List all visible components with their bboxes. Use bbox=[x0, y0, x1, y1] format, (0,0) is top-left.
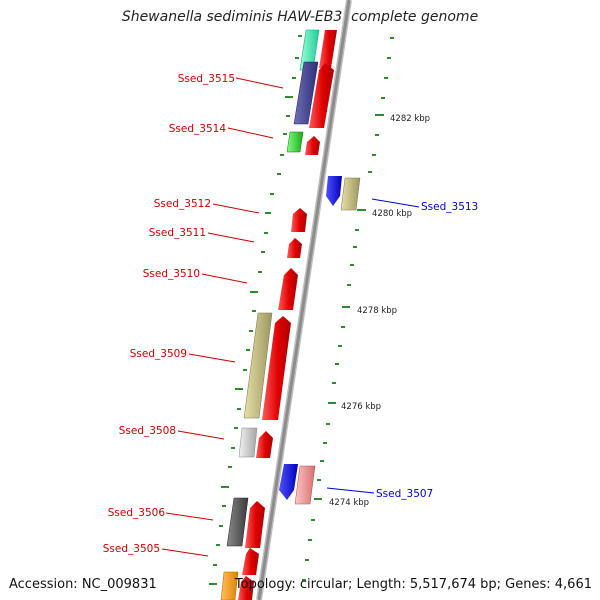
gene-arrow-red-bottom[interactable] bbox=[238, 576, 254, 600]
gene-label-ssed-3511[interactable]: Ssed_3511 bbox=[149, 227, 206, 239]
gene-arrow-silver[interactable] bbox=[238, 427, 258, 458]
gene-arrow-ssed-3507[interactable] bbox=[279, 464, 298, 500]
reverse-label-leaders bbox=[161, 77, 284, 557]
gene-label-ssed-3505[interactable]: Ssed_3505 bbox=[103, 543, 160, 555]
gene-arrow-green[interactable] bbox=[286, 131, 304, 153]
gene-arrow-ssed-3515-partner[interactable] bbox=[293, 61, 319, 125]
gene-arrow-ssed-3509[interactable] bbox=[262, 316, 291, 420]
gene-arrow-ssed-3513[interactable] bbox=[326, 176, 342, 206]
gene-arrow-ssed-3512[interactable] bbox=[291, 208, 307, 232]
gene-label-ssed-3515[interactable]: Ssed_3515 bbox=[178, 73, 235, 85]
gene-arrow-ssed-3510[interactable] bbox=[278, 268, 298, 310]
kbp-label-4274: 4274 kbp bbox=[329, 498, 369, 508]
kbp-label-4278: 4278 kbp bbox=[357, 306, 397, 316]
gene-arrow-ssed-3511[interactable] bbox=[287, 238, 302, 258]
gene-label-ssed-3514[interactable]: Ssed_3514 bbox=[169, 123, 227, 135]
kbp-label-4280: 4280 kbp bbox=[372, 209, 412, 219]
gene-label-ssed-3513[interactable]: Ssed_3513 bbox=[421, 201, 478, 213]
gene-arrow-ssed-3506[interactable] bbox=[245, 501, 265, 548]
gene-arrow-ssed-3513-khaki[interactable] bbox=[340, 177, 361, 211]
genome-backbone bbox=[257, 0, 351, 600]
gene-arrow-ssed-3515[interactable] bbox=[309, 63, 334, 128]
gene-label-ssed-3507[interactable]: Ssed_3507 bbox=[376, 488, 433, 500]
gene-arrow-ssed-3509-khaki[interactable] bbox=[243, 312, 273, 419]
gene-arrow-ssed-3514[interactable] bbox=[305, 136, 320, 155]
gene-arrow-orange[interactable] bbox=[220, 571, 239, 600]
gene-label-ssed-3510[interactable]: Ssed_3510 bbox=[143, 268, 200, 280]
gene-label-ssed-3506[interactable]: Ssed_3506 bbox=[108, 507, 166, 519]
topology-label: Topology: circular; Length: 5,517,674 bp… bbox=[234, 577, 592, 592]
gene-arrow-red[interactable] bbox=[319, 30, 337, 68]
outer-tick-marks bbox=[302, 37, 394, 581]
map-title: Shewanella sediminis HAW-EB3, complete g… bbox=[121, 9, 479, 25]
accession-label: Accession: NC_009831 bbox=[9, 577, 157, 592]
gene-label-ssed-3508[interactable]: Ssed_3508 bbox=[119, 425, 176, 437]
gene-arrow-dark-gray[interactable] bbox=[226, 497, 249, 547]
gene-label-ssed-3512[interactable]: Ssed_3512 bbox=[154, 198, 211, 210]
kbp-label-4276: 4276 kbp bbox=[341, 402, 381, 412]
forward-label-leaders bbox=[326, 198, 420, 494]
gene-arrow-ssed-3508[interactable] bbox=[256, 431, 273, 458]
gene-arrow-pink[interactable] bbox=[294, 465, 316, 505]
gene-label-ssed-3509[interactable]: Ssed_3509 bbox=[130, 348, 187, 360]
gene-arrow-ssed-3505[interactable] bbox=[242, 548, 259, 575]
inner-tick-marks bbox=[209, 35, 302, 585]
kbp-label-4282: 4282 kbp bbox=[390, 114, 430, 124]
